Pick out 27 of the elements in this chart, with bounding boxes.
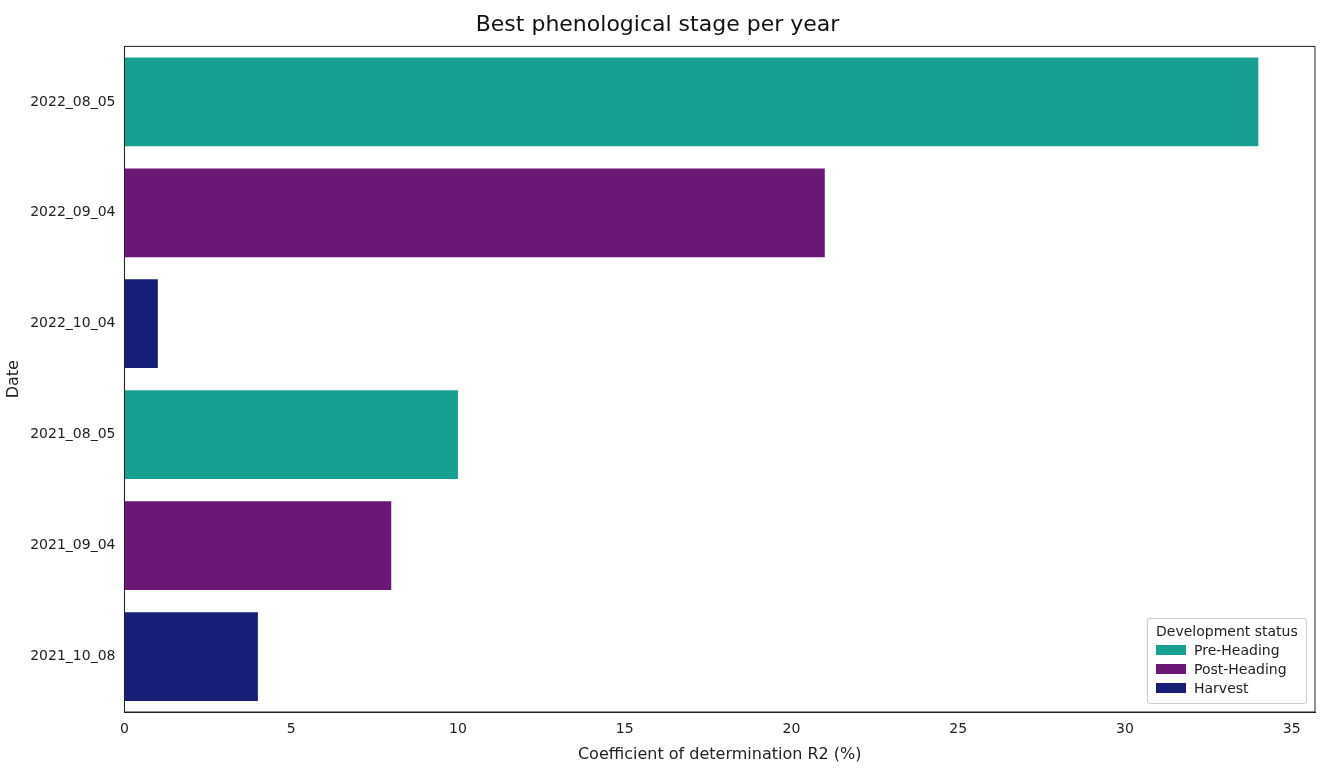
y-axis-title: Date	[2, 360, 22, 399]
y-tick-label: 2022_10_04	[30, 314, 116, 331]
legend-label: Post-Heading	[1194, 661, 1287, 677]
x-tick-label: 20	[782, 720, 801, 737]
bar	[124, 168, 825, 258]
y-tick-label: 2021_08_05	[30, 425, 116, 442]
legend-title: Development status	[1156, 623, 1298, 639]
y-tick-label: 2021_10_08	[30, 647, 116, 664]
x-tick-label: 0	[120, 720, 129, 737]
x-tick-label: 5	[286, 720, 296, 737]
bar	[124, 279, 158, 369]
x-tick-label: 25	[949, 720, 968, 737]
bar	[124, 390, 458, 480]
legend-label: Pre-Heading	[1194, 642, 1280, 658]
y-tick-label: 2022_08_05	[30, 92, 116, 109]
chart-title: Best phenological stage per year	[475, 10, 841, 36]
x-tick-label: 30	[1116, 720, 1134, 737]
legend-label: Harvest	[1194, 680, 1249, 696]
bar	[124, 57, 1259, 147]
bar	[124, 612, 258, 701]
x-axis-title: Coefficient of determination R2 (%)	[577, 743, 862, 763]
y-tick-label: 2022_09_04	[30, 203, 116, 220]
x-tick-label: 35	[1282, 720, 1301, 737]
x-tick-label: 15	[615, 720, 634, 737]
x-tick-label: 10	[449, 720, 467, 737]
y-tick-label: 2021_09_04	[30, 536, 116, 553]
bar	[124, 501, 392, 590]
